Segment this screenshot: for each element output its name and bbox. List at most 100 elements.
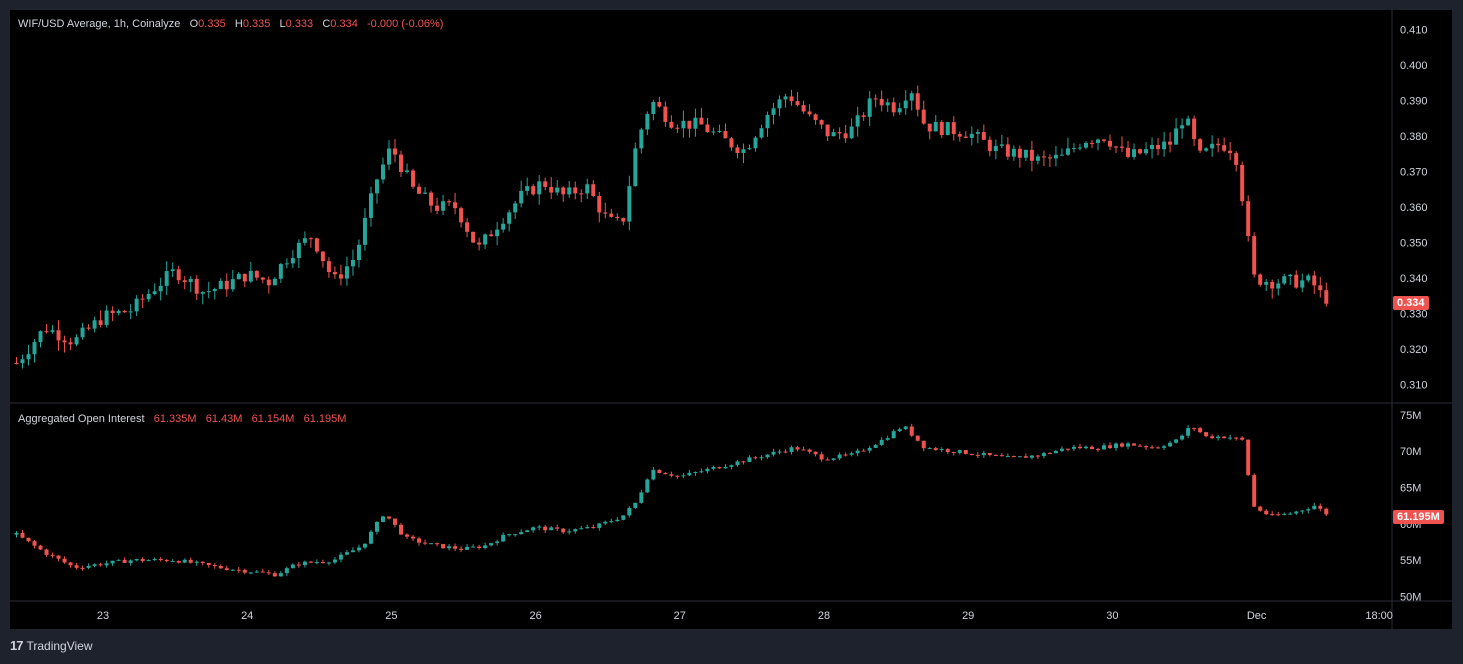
oi-candle-body [639, 492, 644, 503]
price-candle-body [393, 148, 398, 155]
price-candle-body [765, 114, 770, 129]
oi-candle-body [116, 559, 121, 561]
price-candle-body [146, 293, 151, 300]
oi-candle-body [1258, 506, 1263, 511]
oi-candle-body [1168, 442, 1173, 447]
price-candle-body [350, 259, 355, 267]
price-candle-body [122, 310, 127, 313]
oi-candle-body [134, 559, 139, 561]
time-tick-label: 18:00 [1365, 610, 1393, 622]
oi-candle-body [104, 563, 109, 566]
oi-candle-body [356, 547, 361, 551]
price-candle-body [140, 298, 145, 300]
price-candle-body [1011, 148, 1016, 157]
price-candle-body [663, 106, 668, 122]
oi-candle-body [344, 552, 349, 555]
price-candle-body [795, 101, 800, 106]
chart-area[interactable] [10, 10, 1452, 629]
price-candle-body [873, 98, 878, 100]
price-candle-body [489, 234, 494, 237]
oi-candle-body [417, 538, 422, 543]
oi-candle-body [1132, 443, 1137, 446]
oi-candle-body [579, 528, 584, 530]
price-candle-body [296, 242, 301, 259]
oi-candle-body [1288, 513, 1293, 515]
price-candle-body [1228, 150, 1233, 154]
price-tick-label: 0.320 [1400, 344, 1428, 356]
oi-candle-body [236, 569, 241, 571]
price-tick-label: 0.360 [1400, 202, 1428, 214]
oi-candle-body [1306, 509, 1311, 511]
price-candle-body [1059, 154, 1064, 156]
oi-candle-body [1294, 511, 1299, 514]
oi-candle-body [969, 453, 974, 455]
price-candle-body [1318, 285, 1323, 291]
oi-candle-body [1156, 447, 1161, 449]
price-candle-body [1029, 149, 1034, 161]
oi-candle-body [56, 555, 61, 559]
price-candle-body [1132, 149, 1137, 157]
price-candle-body [1324, 290, 1329, 304]
price-candle-body [459, 208, 464, 223]
oi-candle-body [1312, 505, 1317, 510]
oi-candle-body [296, 564, 301, 566]
oi-candle-body [338, 554, 343, 560]
price-candle-body [1162, 141, 1167, 150]
oi-candle-body [429, 543, 434, 545]
tradingview-branding[interactable]: 17 TradingView [10, 638, 93, 653]
price-candle-body [585, 184, 590, 194]
price-candle-body [549, 186, 554, 193]
price-candle-body [1017, 148, 1022, 158]
price-candle-body [951, 122, 956, 135]
oi-tick-label: 55M [1400, 555, 1421, 567]
oi-candle-body [1065, 448, 1070, 450]
oi-candle-body [194, 561, 199, 563]
price-candle-body [735, 147, 740, 154]
oi-candle-body [777, 451, 782, 453]
price-candle-body [44, 331, 49, 333]
oi-candle-body [873, 444, 878, 448]
price-candle-body [771, 108, 776, 115]
oi-candle-body [399, 524, 404, 535]
close-label: C [322, 18, 331, 30]
open-value: 0.335 [198, 18, 226, 30]
oi-candle-body [266, 572, 271, 574]
oi-candle-body [1029, 455, 1034, 458]
price-candle-body [230, 279, 235, 290]
price-candle-body [621, 218, 626, 222]
oi-candle-body [765, 454, 770, 458]
oi-candle-body [170, 561, 175, 563]
price-candle-body [92, 320, 97, 329]
oi-candle-body [242, 569, 247, 573]
price-candle-body [284, 263, 289, 265]
oi-candle-body [405, 534, 410, 537]
price-candle-body [1041, 156, 1046, 158]
oi-candle-body [885, 438, 890, 440]
price-tick-label: 0.330 [1400, 308, 1428, 320]
oi-candle-body [152, 558, 157, 561]
price-candle-body [477, 242, 482, 245]
price-candle-body [104, 310, 109, 325]
price-candle-body [134, 298, 139, 312]
oi-candle-body [164, 559, 169, 562]
price-candle-body [1282, 276, 1287, 284]
price-tick-label: 0.410 [1400, 25, 1428, 37]
price-candle-body [447, 201, 452, 203]
price-candle-body [963, 136, 968, 138]
price-candle-body [194, 278, 199, 294]
price-candle-body [248, 270, 253, 282]
price-candle-body [897, 108, 902, 113]
oi-candle-body [1174, 439, 1179, 443]
price-candle-body [819, 120, 824, 125]
price-candle-body [501, 223, 506, 230]
price-candle-body [1240, 164, 1245, 202]
price-candle-body [1114, 146, 1119, 148]
oi-candle-body [675, 475, 680, 477]
oi-candle-body [843, 454, 848, 456]
oi-tick-label: 70M [1400, 446, 1421, 458]
price-candle-body [68, 342, 73, 345]
oi-candle-body [62, 558, 67, 563]
price-candle-body [1204, 148, 1209, 151]
price-candle-body [981, 132, 986, 140]
